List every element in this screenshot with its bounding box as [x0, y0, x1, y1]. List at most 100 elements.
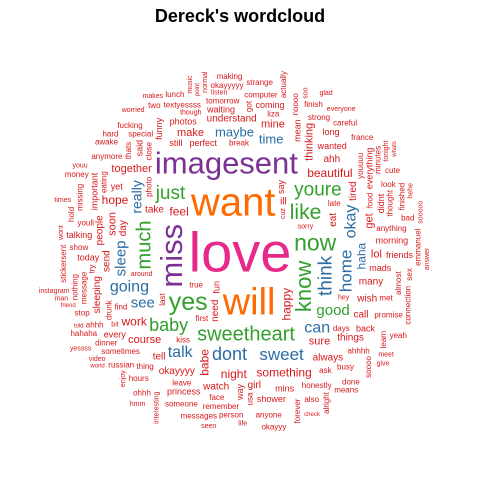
word-days: days: [333, 324, 350, 333]
word-babe: babe: [197, 349, 211, 376]
word-every: every: [104, 329, 127, 339]
word-sleep: sleep: [112, 240, 129, 276]
word-yes: yes: [169, 288, 208, 316]
word-sex: sex: [405, 268, 414, 280]
word-maybe: maybe: [215, 124, 254, 139]
word-beautiful: beautiful: [307, 166, 352, 180]
word-learn: learn: [379, 331, 388, 349]
word-haha: haha: [355, 242, 369, 269]
word-stickersent: stickersent: [59, 244, 68, 283]
word-dont: dont: [212, 344, 247, 364]
word-alright: alright: [322, 391, 331, 414]
word-minutes: minutes: [374, 146, 383, 174]
word-true: true: [189, 281, 203, 290]
word-understand: understand: [207, 114, 257, 125]
word-message: message: [79, 271, 88, 304]
word-ohhh: ohhh: [133, 388, 151, 397]
word-cuz: cuz: [280, 208, 287, 219]
word-hope: hope: [102, 193, 129, 207]
word-call: call: [353, 310, 368, 321]
word-special: special: [128, 130, 153, 139]
chart-title: Dereck's wordcloud: [154, 6, 326, 26]
word-just: just: [155, 183, 186, 204]
word-say: say: [276, 180, 286, 195]
word-nothing: nothing: [71, 274, 80, 300]
word-answer: answer: [424, 247, 431, 270]
word-look: look: [381, 180, 397, 189]
word-glad: glad: [319, 90, 332, 97]
word-give: give: [377, 361, 390, 368]
word-something: something: [256, 365, 311, 379]
word-think: think: [316, 255, 337, 296]
word-take: take: [145, 205, 164, 216]
word-love: love: [189, 221, 292, 284]
word-baby: baby: [149, 315, 188, 335]
word-friends: friends: [386, 250, 414, 260]
word-told: told: [74, 323, 84, 329]
word-lol: lol: [371, 249, 382, 261]
word-close: close: [145, 141, 154, 160]
word-send: send: [102, 250, 113, 272]
word-strange: strange: [246, 78, 273, 87]
word-youu: youu: [73, 163, 88, 170]
word-talk: talk: [168, 344, 194, 361]
word-thing: thing: [136, 362, 153, 371]
word-girl: girl: [248, 380, 261, 391]
word-funny: funny: [154, 117, 164, 140]
word-times: times: [54, 197, 71, 204]
word-music: music: [187, 75, 194, 94]
word-waiting: waiting: [206, 104, 235, 114]
word-miss: miss: [154, 224, 189, 288]
word-whats: whats: [392, 141, 398, 158]
word-messages: messages: [181, 412, 217, 421]
word-fun: fun: [212, 281, 222, 294]
word-soooo: soooo: [364, 355, 373, 377]
word-want: want: [190, 180, 276, 224]
word-ill: ill: [280, 197, 287, 208]
word-ahh: ahh: [323, 154, 340, 165]
word-forever: forever: [293, 398, 302, 423]
word-sleeping: sleeping: [92, 276, 103, 313]
word-ask: ask: [319, 366, 332, 375]
word-instagram: instagram: [39, 288, 70, 295]
word-didnt: didnt: [376, 193, 386, 213]
word-sweet: sweet: [259, 345, 304, 364]
word-hold: hold: [67, 207, 76, 222]
word-food: food: [365, 193, 374, 209]
word-enjoy: enjoy: [120, 370, 127, 387]
word-now: now: [294, 230, 337, 256]
word-youll: youll: [77, 218, 94, 227]
word-wont: wont: [58, 225, 65, 241]
word-thinking: thinking: [304, 123, 316, 161]
word-hmm: hmm: [130, 401, 146, 408]
word-okayyyy: okayyyy: [159, 366, 195, 377]
word-hard: hard: [102, 130, 118, 139]
word-busy: busy: [337, 363, 354, 372]
word-eating: eating: [100, 171, 109, 193]
word-course: course: [128, 334, 161, 346]
word-making: making: [217, 72, 243, 81]
word-eat: eat: [328, 213, 339, 227]
word-awake: awake: [95, 138, 119, 147]
word-back: back: [356, 324, 376, 334]
word-strong: strong: [308, 113, 330, 122]
word-actually: actually: [279, 71, 288, 98]
word-stop: stop: [75, 309, 91, 318]
word-interesting: interesting: [154, 391, 161, 423]
word-check: check: [304, 412, 321, 418]
word-face: face: [209, 393, 225, 402]
word-leave: leave: [172, 378, 192, 387]
word-careful: careful: [333, 119, 357, 128]
word-russian: russian: [108, 361, 134, 370]
word-youre: youre: [294, 179, 342, 200]
word-show: show: [70, 243, 89, 252]
word-point: point: [195, 83, 201, 96]
word-work: work: [121, 315, 148, 329]
word-money: money: [65, 170, 89, 179]
word-mine: mine: [261, 119, 285, 131]
word-got: got: [245, 100, 254, 112]
word-missing: missing: [76, 184, 85, 211]
word-try: try: [88, 265, 97, 274]
word-video: video: [89, 356, 106, 363]
word-time: time: [259, 131, 284, 146]
